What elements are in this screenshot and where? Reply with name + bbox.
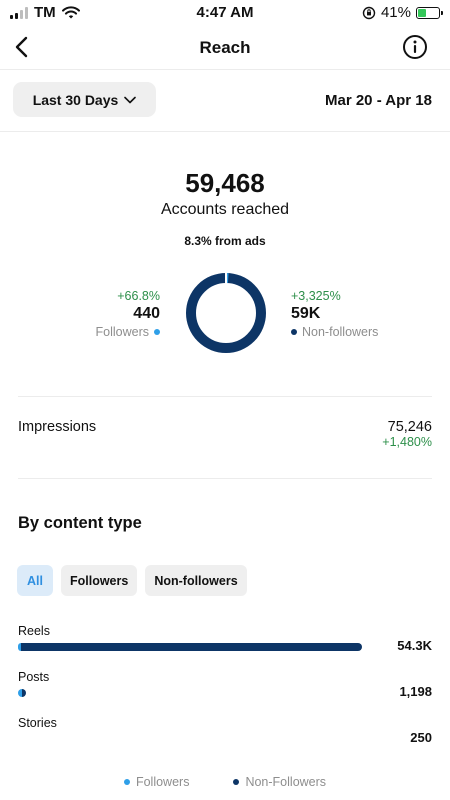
wifi-icon bbox=[61, 6, 80, 19]
accounts-reached-count: 59,468 bbox=[185, 168, 265, 198]
followers-dot-icon bbox=[154, 329, 160, 335]
non-followers-dot-icon bbox=[291, 329, 297, 335]
non-followers-delta: +3,325% bbox=[291, 289, 341, 303]
content-type-legend: Followers Non-Followers bbox=[0, 775, 450, 789]
content-bar-reels bbox=[18, 643, 362, 651]
posts-non-followers-segment bbox=[21, 689, 26, 697]
accounts-reached-label: Accounts reached bbox=[160, 201, 290, 218]
chip-non-followers[interactable]: Non-followers bbox=[145, 565, 247, 596]
battery-level bbox=[418, 8, 427, 17]
content-row-label-stories: Stories bbox=[18, 716, 57, 730]
signal-icon bbox=[10, 6, 28, 19]
divider bbox=[18, 478, 432, 479]
chevron-down-icon bbox=[124, 96, 137, 103]
content-type-title: By content type bbox=[18, 514, 142, 532]
non-followers-value: 59K bbox=[291, 305, 321, 322]
posts-followers-segment bbox=[18, 689, 22, 697]
filter-row: Last 30 Days Mar 20 - Apr 18 bbox=[0, 70, 450, 132]
donut-non-followers-arc bbox=[186, 273, 266, 353]
chevron-left-icon[interactable] bbox=[10, 34, 34, 60]
content-row-value-posts: 1,198 bbox=[399, 684, 432, 699]
chip-followers[interactable]: Followers bbox=[60, 565, 138, 596]
followers-value: 440 bbox=[133, 305, 160, 322]
non-followers-legend: Non-followers bbox=[291, 325, 378, 339]
content-row-value-reels: 54.3K bbox=[397, 638, 432, 653]
followers-summary: +66.8% 440 Followers bbox=[95, 289, 160, 339]
legend-item-followers: Followers bbox=[123, 775, 190, 789]
battery-percent: 41% bbox=[380, 4, 411, 21]
followers-delta: +66.8% bbox=[117, 289, 160, 303]
date-range-dropdown-label: Last 30 Days bbox=[32, 91, 119, 108]
content-row-value-stories: 250 bbox=[410, 730, 432, 745]
date-range-dropdown[interactable]: Last 30 Days bbox=[13, 82, 156, 117]
reach-donut-chart bbox=[186, 272, 266, 353]
legend-label-non-followers: Non-Followers bbox=[245, 775, 327, 789]
impressions-delta: +1,480% bbox=[382, 435, 432, 449]
impressions-value: 75,246 bbox=[387, 419, 432, 435]
non-followers-dot-icon bbox=[233, 779, 240, 785]
followers-legend-label: Followers bbox=[95, 325, 150, 339]
impressions-label: Impressions bbox=[18, 419, 97, 435]
status-bar: TM 4:47 AM 41% bbox=[0, 0, 450, 26]
reels-non-followers-segment bbox=[21, 643, 362, 651]
status-time: 4:47 AM bbox=[196, 4, 254, 21]
non-followers-legend-label: Non-followers bbox=[302, 325, 379, 339]
legend-item-non-followers: Non-Followers bbox=[233, 775, 326, 789]
content-bar-posts bbox=[18, 689, 26, 697]
ads-percentage-note: 8.3% from ads bbox=[184, 234, 266, 248]
date-range-text: Mar 20 - Apr 18 bbox=[325, 92, 432, 109]
nav-bar: Reach bbox=[0, 26, 450, 70]
legend-label-followers: Followers bbox=[135, 775, 190, 789]
non-followers-summary: +3,325% 59K Non-followers bbox=[291, 289, 378, 339]
orientation-lock-icon bbox=[362, 6, 376, 19]
battery-charging-icon bbox=[416, 6, 443, 19]
divider bbox=[18, 396, 432, 397]
followers-legend: Followers bbox=[95, 325, 160, 339]
page-title: Reach bbox=[199, 38, 251, 57]
info-icon[interactable] bbox=[402, 34, 428, 60]
audience-filter-chips: All Followers Non-followers bbox=[17, 565, 247, 596]
status-right: 41% bbox=[362, 4, 443, 21]
content-row-label-reels: Reels bbox=[18, 624, 50, 638]
carrier-label: TM bbox=[34, 4, 56, 21]
followers-dot-icon bbox=[123, 779, 130, 785]
content-row-label-posts: Posts bbox=[18, 670, 50, 684]
chip-all[interactable]: All bbox=[17, 565, 53, 596]
reels-followers-segment bbox=[18, 643, 21, 651]
status-left: TM bbox=[10, 4, 80, 21]
